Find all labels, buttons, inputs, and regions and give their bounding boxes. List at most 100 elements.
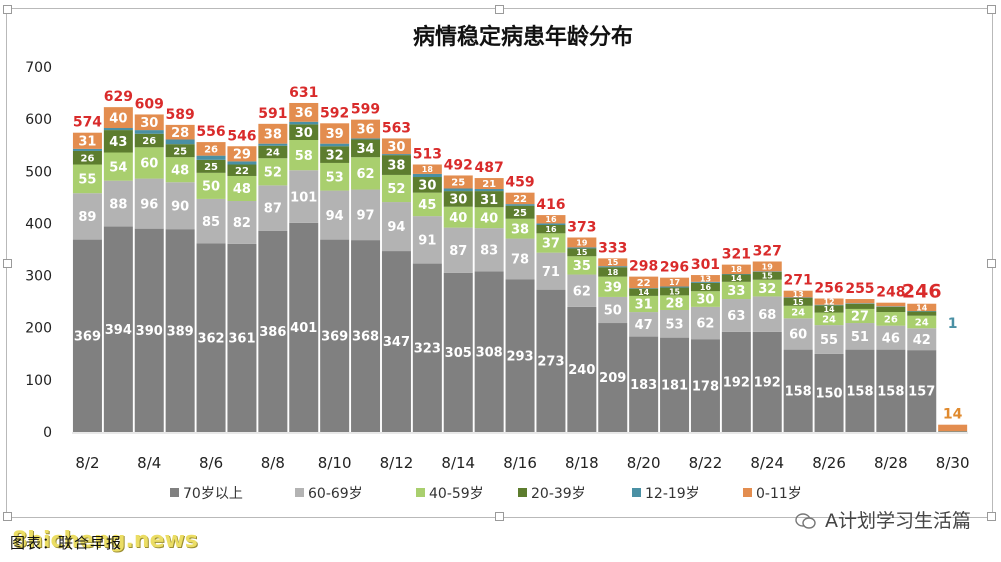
bar-segment bbox=[660, 295, 690, 310]
bar-segment bbox=[567, 274, 597, 307]
bar-segment-label: 43 bbox=[109, 135, 127, 150]
bar-segment-label: 390 bbox=[136, 324, 163, 339]
bar-segment bbox=[876, 302, 906, 307]
resize-handle-left[interactable] bbox=[3, 259, 12, 268]
bar-segment bbox=[876, 349, 906, 432]
bar-segment bbox=[752, 279, 782, 297]
bar-segment-label: 21 bbox=[482, 179, 496, 190]
wechat-account: A计划学习生活篇 bbox=[795, 506, 971, 533]
legend-label: 0-11岁 bbox=[756, 486, 802, 502]
bar-segment-label: 62 bbox=[696, 317, 714, 332]
bar-segment-label: 181 bbox=[661, 378, 688, 393]
bar-segment-label: 38 bbox=[511, 222, 529, 237]
bar-segment-label: 15 bbox=[793, 298, 805, 307]
bar-segment-label: 68 bbox=[758, 308, 776, 323]
bar-segment bbox=[381, 251, 411, 432]
x-tick-label: 8/2 bbox=[75, 454, 99, 472]
bar-segment-label: 39 bbox=[604, 280, 622, 295]
bar-segment-label: 52 bbox=[387, 182, 405, 197]
bar-segment bbox=[72, 148, 102, 151]
bar-segment bbox=[505, 218, 535, 239]
legend-swatch bbox=[295, 488, 304, 497]
bar-segment bbox=[320, 162, 350, 191]
bar-segment-label: 53 bbox=[666, 317, 684, 332]
bar-segment bbox=[320, 239, 350, 432]
bar-segment bbox=[814, 353, 844, 432]
bar-segment-label: 89 bbox=[78, 210, 96, 225]
bar-segment-label: 369 bbox=[74, 329, 101, 344]
bar-segment-label: 96 bbox=[140, 197, 158, 212]
bar-total-label: 333 bbox=[598, 240, 627, 256]
bar-segment bbox=[629, 295, 659, 313]
bar-total-label: 592 bbox=[320, 105, 349, 121]
wechat-icon bbox=[795, 513, 816, 529]
bar-segment-label: 401 bbox=[290, 321, 317, 336]
legend-label: 60-69岁 bbox=[308, 486, 363, 502]
bar-segment-label: 55 bbox=[78, 173, 96, 188]
bar-segment bbox=[134, 178, 164, 229]
bar-segment-label: 369 bbox=[321, 329, 348, 344]
resize-handle-top[interactable] bbox=[495, 5, 504, 14]
y-axis: 0 100 200 300 400 500 600 700 bbox=[25, 60, 52, 441]
bar-segment bbox=[134, 130, 164, 134]
bar-segment-label: 26 bbox=[80, 153, 94, 164]
bar-segment-label: 30 bbox=[449, 193, 467, 208]
bar-segment-label: 101 bbox=[290, 190, 317, 205]
bar-segment bbox=[351, 157, 381, 190]
bar-segment-label: 90 bbox=[171, 199, 189, 214]
y-tick-label: 300 bbox=[25, 269, 52, 285]
bar-segment bbox=[721, 281, 751, 300]
bar-segment bbox=[690, 275, 720, 282]
resize-handle-right[interactable] bbox=[987, 259, 996, 268]
resize-handle-bottom-left[interactable] bbox=[3, 512, 12, 521]
bar-total-label: 327 bbox=[753, 243, 782, 259]
bar-segment bbox=[443, 206, 473, 228]
bar-segment bbox=[505, 192, 535, 205]
bar-segment bbox=[72, 150, 102, 165]
bar-segment bbox=[103, 107, 133, 129]
bar-segment-label: 87 bbox=[264, 202, 282, 217]
bar-segment-label: 305 bbox=[445, 346, 472, 361]
bar-segment bbox=[227, 243, 257, 432]
bar-segment bbox=[165, 124, 195, 140]
bar-segment bbox=[351, 139, 381, 158]
bar-segment-label: 82 bbox=[233, 216, 251, 231]
bar-segment-label: 394 bbox=[105, 323, 132, 338]
bar-segment bbox=[381, 154, 411, 156]
bar-segment bbox=[505, 279, 535, 432]
bar-segment bbox=[196, 172, 226, 199]
bar-segment-label: 55 bbox=[820, 333, 838, 348]
bar-segment-label: 31 bbox=[635, 298, 653, 313]
bar-segment bbox=[907, 328, 937, 351]
site-watermark: 8hicheng.news bbox=[12, 528, 198, 553]
bar-segment bbox=[72, 193, 102, 240]
bar-segment-label: 150 bbox=[815, 387, 842, 402]
resize-handle-bottom-right[interactable] bbox=[987, 512, 996, 521]
bar-segment bbox=[165, 157, 195, 183]
bar-segment-label: 1 bbox=[948, 316, 958, 332]
bar-segment bbox=[227, 201, 257, 244]
bar-segment-label: 24 bbox=[822, 314, 836, 325]
bar-segment-label: 14 bbox=[731, 274, 743, 283]
bar-segment bbox=[289, 124, 319, 140]
bar-segment-label: 22 bbox=[235, 166, 249, 177]
bar-segment bbox=[660, 287, 690, 296]
bar-segment bbox=[598, 296, 628, 324]
bar-segment bbox=[381, 155, 411, 175]
bar-segment-label: 12 bbox=[823, 298, 834, 307]
resize-handle-top-left[interactable] bbox=[3, 5, 12, 14]
bar-segment bbox=[165, 139, 195, 145]
bar-segment bbox=[567, 237, 597, 248]
resize-handle-bottom[interactable] bbox=[495, 512, 504, 521]
bar-segment bbox=[690, 281, 720, 283]
bar-segment-label: 273 bbox=[537, 355, 564, 370]
bar-segment bbox=[629, 276, 659, 289]
bar-segment bbox=[567, 248, 597, 257]
bar-segment bbox=[505, 204, 535, 206]
bar-total-label: 373 bbox=[567, 220, 596, 236]
bar-segment-label: 33 bbox=[727, 284, 745, 299]
bar-segment bbox=[690, 282, 720, 292]
bar-segment-label: 40 bbox=[449, 211, 467, 226]
resize-handle-top-right[interactable] bbox=[987, 5, 996, 14]
bar-segment bbox=[721, 274, 751, 275]
